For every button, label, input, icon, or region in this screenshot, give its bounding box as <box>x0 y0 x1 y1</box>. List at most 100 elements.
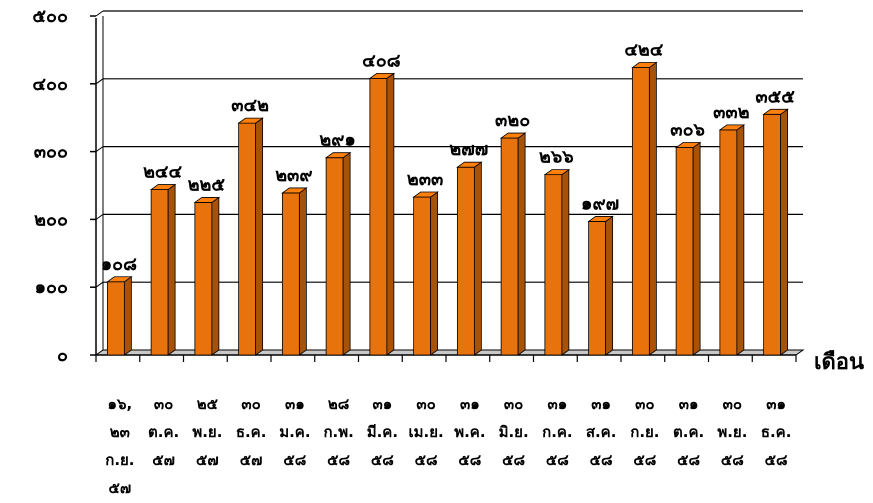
x-tick-label-line: ก.ย. <box>630 423 659 441</box>
x-tick-label-line: พ.ค. <box>454 423 485 441</box>
bar <box>718 124 746 356</box>
bar-front <box>281 192 300 356</box>
x-tick-label-line: ๕๘ <box>458 451 481 469</box>
bar-top <box>368 72 396 79</box>
x-tick-label-line: ธ.ค. <box>761 423 792 441</box>
bar <box>281 187 308 356</box>
x-tick-label-line: ต.ค. <box>673 423 704 441</box>
data-label: ๓๐๖ <box>670 120 705 141</box>
x-axis-title: เดือน <box>814 350 864 375</box>
bar-top <box>499 132 527 139</box>
data-label: ๓๒๐ <box>495 110 530 131</box>
x-tick-label: ๓๐มิ.ย. ๕๘ <box>499 395 529 469</box>
bar-side <box>517 132 526 356</box>
x-tick-label-line: ๓๐ <box>723 395 742 413</box>
bar-side <box>692 141 701 356</box>
bar-front <box>369 77 388 356</box>
bar-front <box>456 166 475 356</box>
bar-top <box>587 216 614 222</box>
data-label: ๒๒๕ <box>188 174 226 195</box>
x-tick-label-line: พ.ย. <box>192 423 222 441</box>
bar-front <box>544 174 563 356</box>
data-label: ๒๓๓ <box>407 169 443 190</box>
gridline-depth <box>95 281 104 288</box>
x-tick-label-line: ๕๘ <box>502 451 525 469</box>
bar-side <box>211 196 220 356</box>
bar-side <box>473 161 482 356</box>
data-label: ๒๖๖ <box>539 147 574 168</box>
bar-side <box>167 183 176 356</box>
x-tick-label-line: ๕๘ <box>721 451 744 469</box>
x-tick-label-line: ๕๗ <box>109 479 132 497</box>
x-tick-label-line: มิ.ย. <box>499 423 529 441</box>
bar <box>456 161 483 356</box>
bar <box>543 168 571 356</box>
bar-front <box>675 147 694 356</box>
x-tick-label-line: ๓๑ <box>679 395 699 413</box>
data-label: ๑๐๘ <box>101 254 137 275</box>
x-tick-label-line: ๕๘ <box>765 451 788 469</box>
x-tick-label-line: ต.ค. <box>148 423 179 441</box>
x-tick-label-line: ๓๑ <box>285 395 305 413</box>
gridline-depth <box>95 146 104 153</box>
bar-side <box>123 275 132 356</box>
x-tick-label-line: ๒๘ <box>328 395 350 413</box>
x-tick-label-line: ๕๘ <box>283 451 306 469</box>
x-tick-label-line: ๑๖, <box>108 395 133 413</box>
data-label: ๓๕๕ <box>755 86 795 107</box>
x-tick-label-line: ๒๓ <box>110 423 130 441</box>
bar-front <box>194 202 213 356</box>
bar-side <box>780 108 789 356</box>
data-label: ๑๙๗ <box>581 193 619 214</box>
gridline-depth <box>95 78 104 85</box>
x-tick-label: ๓๑ก.ค. ๕๘ <box>542 395 573 469</box>
y-tick-label: ๔๐๐ <box>32 74 68 95</box>
x-tick-label: ๓๐ต.ค. ๕๗ <box>148 395 179 469</box>
x-tick-label-line: ๓๐ <box>154 395 173 413</box>
bar <box>674 141 702 356</box>
x-tick-label-line: ๓๐ <box>241 395 260 413</box>
data-label: ๓๓๒ <box>713 102 749 123</box>
x-tick-label-line: ๓๑ <box>460 395 480 413</box>
bar-side <box>648 61 657 356</box>
x-tick-label: ๓๑พ.ค. ๕๘ <box>454 395 485 469</box>
bar-front <box>500 137 519 356</box>
x-tick-label-line: ๕๗ <box>152 451 175 469</box>
bar-top <box>324 152 352 159</box>
x-tick-label-line: ก.พ. <box>323 423 353 441</box>
bar <box>324 151 352 356</box>
data-label: ๒๗๗ <box>449 139 488 160</box>
x-tick-label: ๓๑ม.ค. ๕๘ <box>279 395 310 469</box>
bar <box>499 132 527 356</box>
x-tick-label: ๓๐ก.ย. ๕๘ <box>630 395 659 469</box>
bar <box>193 196 221 356</box>
bar-top <box>412 191 439 198</box>
x-tick-label-line: ๕๘ <box>633 451 656 469</box>
y-tick-label: ๒๐๐ <box>34 209 68 230</box>
x-tick-label-line: ๕๘ <box>546 451 569 469</box>
x-tick-label-line: มี.ค. <box>367 423 398 441</box>
bar-top <box>149 184 177 190</box>
x-tick-label: ๒๘ก.พ. ๕๘ <box>323 395 353 469</box>
x-tick-label-line: ก.ย. <box>105 451 134 469</box>
bar-front <box>150 189 169 356</box>
bar-top <box>718 124 746 131</box>
x-tick-label-line: พ.ย. <box>717 423 747 441</box>
x-tick-label-line: ๓๐ <box>416 395 435 413</box>
x-tick-label: ๓๐ธ.ค. ๕๗ <box>236 395 267 469</box>
bar-top <box>237 117 264 124</box>
bar-side <box>386 72 395 356</box>
x-tick-label: ๓๑ธ.ค. ๕๘ <box>761 395 792 469</box>
bar-top <box>193 197 221 203</box>
bar <box>368 72 396 356</box>
bar <box>237 117 264 356</box>
bar-top <box>674 142 702 148</box>
data-label: ๔๒๔ <box>624 40 663 61</box>
x-tick-label-line: ก.ค. <box>542 423 573 441</box>
x-tick-label-line: ๓๑ <box>372 395 392 413</box>
y-tick-label: ๐ <box>57 345 68 366</box>
bar-front <box>325 157 344 356</box>
